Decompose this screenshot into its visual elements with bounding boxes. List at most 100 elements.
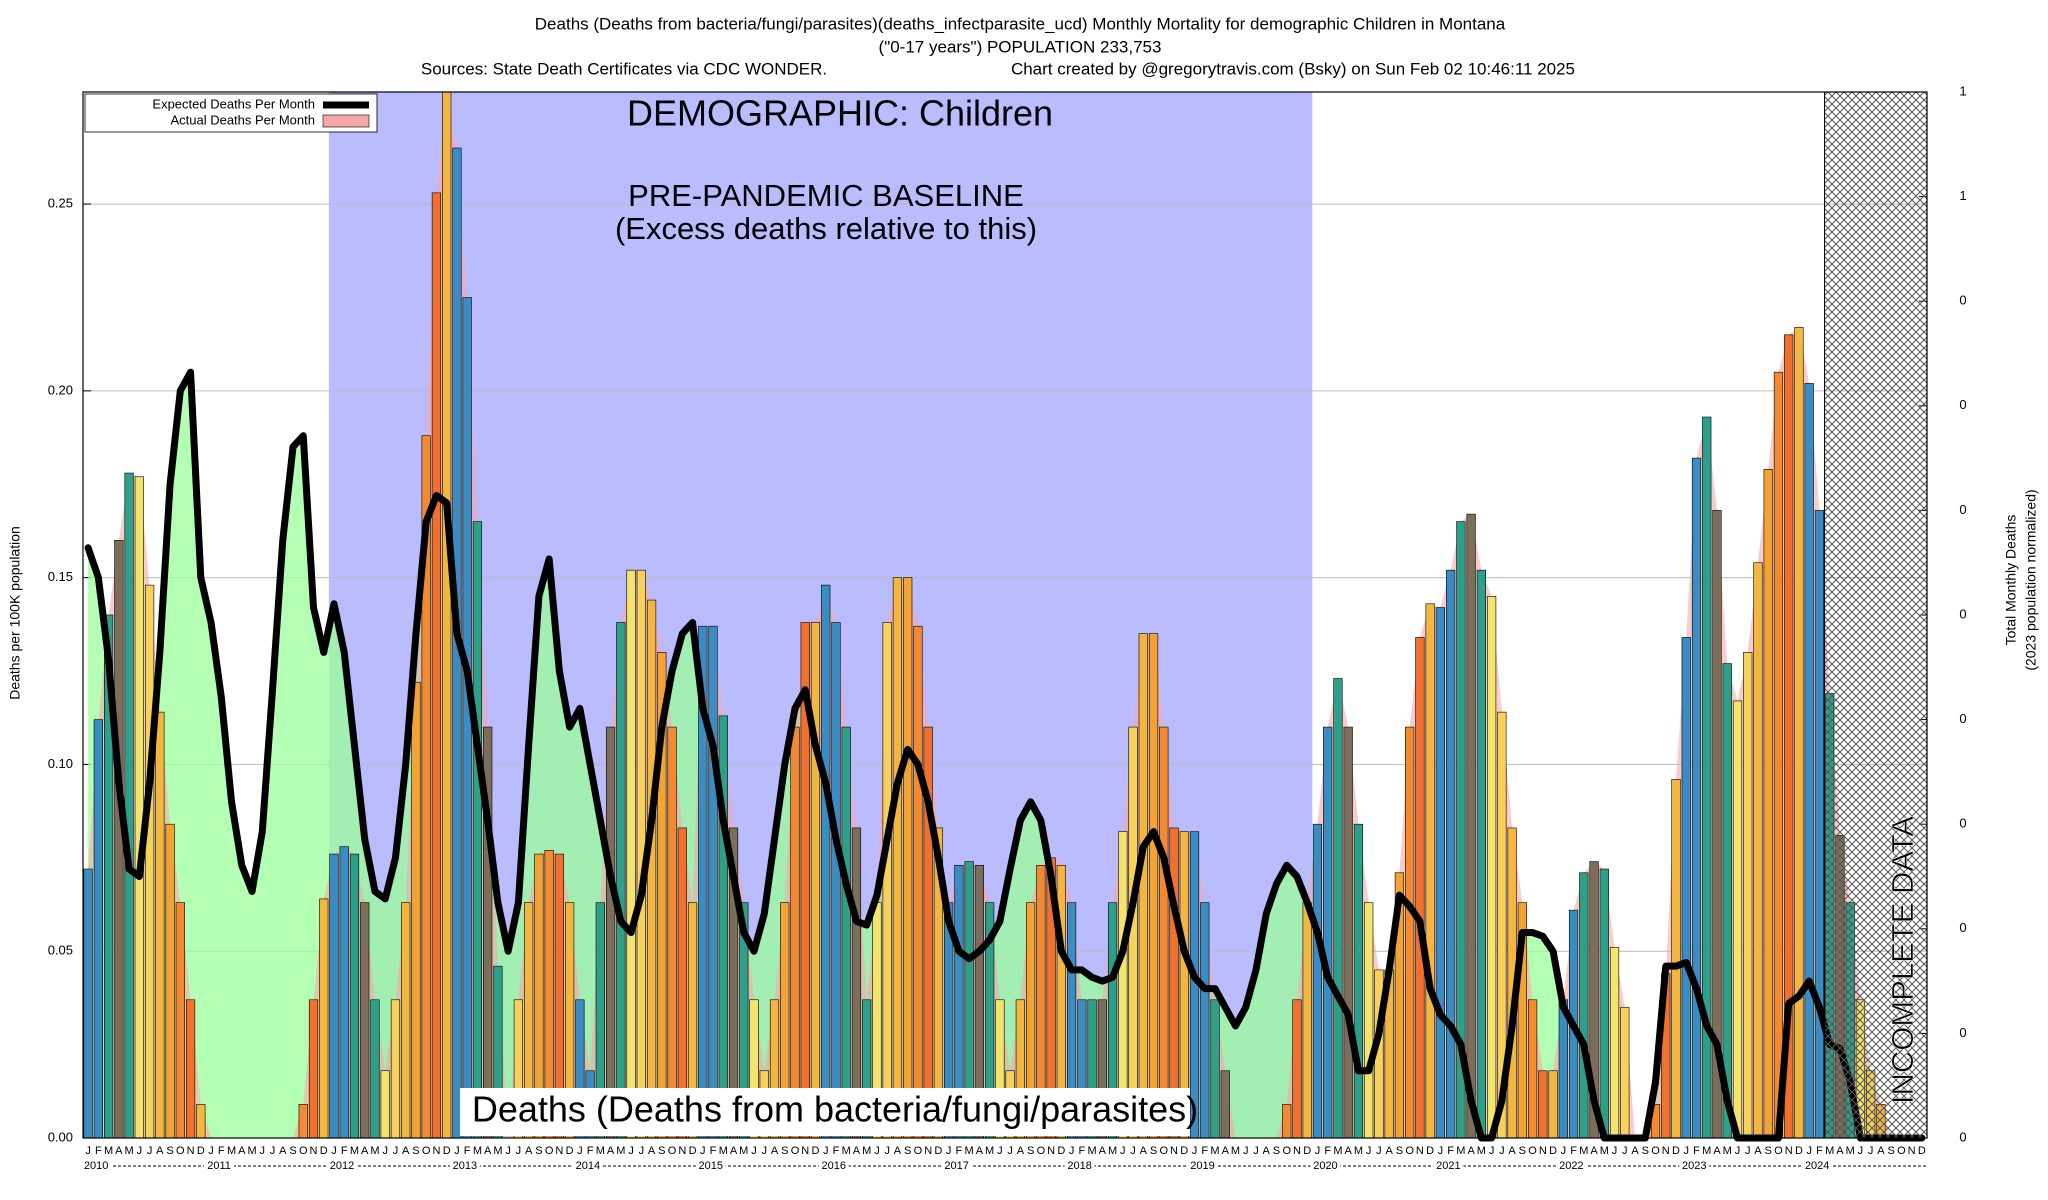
x-tick-label: A <box>238 1145 246 1157</box>
y-tick-label: 0.05 <box>48 943 73 958</box>
bar <box>1435 607 1445 1139</box>
y2-tick-label: 0 <box>1959 502 1966 517</box>
x-tick-label: J <box>1120 1145 1126 1157</box>
x-tick-label: M <box>596 1145 605 1157</box>
bar <box>1773 371 1784 1139</box>
bar <box>360 902 370 1139</box>
x-tick-label: J <box>137 1145 143 1157</box>
y2-tick-label: 1 <box>1959 188 1966 203</box>
x-tick-label: M <box>227 1145 236 1157</box>
year-bg <box>572 1159 603 1173</box>
x-tick-label: F <box>833 1145 840 1157</box>
x-tick-label: N <box>801 1145 809 1157</box>
x-tick-label: J <box>577 1145 583 1157</box>
bar <box>1814 510 1825 1139</box>
bar <box>380 1070 390 1139</box>
x-tick-label: A <box>1222 1145 1230 1157</box>
bar <box>1343 726 1353 1139</box>
x-tick-label: D <box>1672 1145 1680 1157</box>
x-tick-label: M <box>616 1145 625 1157</box>
x-tick-label: F <box>1447 1145 1454 1157</box>
x-tick-label: N <box>1293 1145 1301 1157</box>
x-tick-label: N <box>310 1145 318 1157</box>
bar <box>401 902 411 1139</box>
bar <box>1671 779 1681 1139</box>
y2-axis-label: Total Monthly Deaths <box>2003 515 2019 646</box>
year-label: 2012 <box>330 1160 354 1172</box>
bar <box>185 999 196 1139</box>
bar <box>144 584 155 1139</box>
bar <box>1292 999 1302 1139</box>
demographic-label: DEMOGRAPHIC: Children <box>627 93 1053 134</box>
bar <box>319 898 329 1139</box>
x-tick-label: J <box>260 1145 266 1157</box>
x-tick-label: F <box>1201 1145 1208 1157</box>
year-bg <box>941 1159 972 1173</box>
x-tick-label: F <box>1693 1145 1700 1157</box>
x-tick-label: J <box>1684 1145 1690 1157</box>
x-tick-label: O <box>176 1145 185 1157</box>
year-label: 2023 <box>1682 1160 1706 1172</box>
x-tick-label: A <box>525 1145 533 1157</box>
x-tick-label: M <box>1702 1145 1711 1157</box>
x-tick-label: J <box>751 1145 757 1157</box>
year-label: 2011 <box>207 1160 231 1172</box>
bar <box>892 577 903 1139</box>
y2-tick-label: 0 <box>1959 1129 1966 1144</box>
x-tick-label: M <box>1723 1145 1732 1157</box>
bar <box>370 999 380 1139</box>
x-tick-label: J <box>628 1145 634 1157</box>
x-tick-label: D <box>1795 1145 1803 1157</box>
x-tick-label: J <box>382 1145 388 1157</box>
x-tick-label: J <box>1806 1145 1812 1157</box>
x-tick-label: A <box>156 1145 164 1157</box>
x-tick-label: S <box>1027 1145 1034 1157</box>
x-tick-label: A <box>976 1145 984 1157</box>
y2-axis-label: (2023 population normalized) <box>2023 489 2039 670</box>
chart-title: Deaths (Deaths from bacteria/fungi/paras… <box>535 14 1506 33</box>
x-tick-label: D <box>689 1145 697 1157</box>
bar <box>1620 1006 1630 1139</box>
x-tick-label: D <box>1426 1145 1434 1157</box>
bar <box>1558 999 1568 1139</box>
year-bg <box>1556 1159 1587 1173</box>
y-tick-label: 0.10 <box>48 756 73 771</box>
x-tick-label: J <box>1622 1145 1628 1157</box>
x-tick-label: N <box>1908 1145 1916 1157</box>
y2-tick-label: 0 <box>1959 606 1966 621</box>
y-tick-label: 0.15 <box>48 569 73 584</box>
bar <box>1753 562 1763 1139</box>
bar <box>1364 902 1374 1139</box>
bar <box>1732 700 1743 1139</box>
x-tick-label: F <box>1816 1145 1823 1157</box>
bar <box>1415 637 1425 1139</box>
x-tick-label: J <box>700 1145 706 1157</box>
x-tick-label: M <box>247 1145 256 1157</box>
x-tick-label: N <box>432 1145 440 1157</box>
bar <box>882 622 892 1139</box>
x-tick-label: F <box>956 1145 963 1157</box>
x-tick-label: A <box>648 1145 656 1157</box>
bar <box>1743 652 1753 1139</box>
x-tick-label: M <box>370 1145 379 1157</box>
x-tick-label: A <box>730 1145 738 1157</box>
chart-subtitle: ("0-17 years") POPULATION 233,753 <box>879 37 1162 56</box>
x-tick-label: J <box>1735 1145 1741 1157</box>
bar <box>1323 726 1333 1139</box>
x-tick-label: M <box>1846 1145 1855 1157</box>
credit: Chart created by @gregorytravis.com (Bsk… <box>1011 59 1575 78</box>
y-axis-label: Deaths per 100K population <box>7 526 23 700</box>
x-tick-label: J <box>1192 1145 1198 1157</box>
legend-label: Actual Deaths Per Month <box>170 112 315 127</box>
year-bg <box>1679 1159 1710 1173</box>
year-bg <box>449 1159 480 1173</box>
x-tick-label: M <box>104 1145 113 1157</box>
x-tick-label: S <box>781 1145 788 1157</box>
bar <box>831 622 841 1139</box>
year-bg <box>818 1159 849 1173</box>
x-tick-label: A <box>1140 1145 1148 1157</box>
x-tick-label: F <box>95 1145 102 1157</box>
year-label: 2020 <box>1313 1160 1337 1172</box>
plot: 0.00 0.05 0.10 0.15 0.20 0.25 0 0 0 0 0 0 0 0 0 1 1 INCOM… <box>7 83 2039 1173</box>
bar <box>1353 823 1364 1139</box>
